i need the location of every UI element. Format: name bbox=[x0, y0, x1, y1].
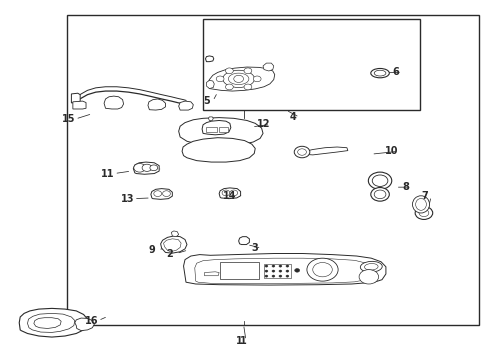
Text: 10: 10 bbox=[384, 146, 398, 156]
Polygon shape bbox=[182, 138, 255, 162]
Ellipse shape bbox=[373, 70, 385, 76]
Text: 16: 16 bbox=[85, 316, 99, 325]
Bar bbox=[264, 264, 290, 278]
Polygon shape bbox=[194, 258, 369, 284]
Circle shape bbox=[297, 149, 306, 155]
Polygon shape bbox=[160, 236, 186, 253]
Circle shape bbox=[271, 270, 274, 272]
Text: 14: 14 bbox=[223, 191, 236, 201]
Polygon shape bbox=[183, 253, 385, 285]
Text: 13: 13 bbox=[121, 194, 134, 204]
Polygon shape bbox=[208, 117, 213, 121]
Bar bbox=[203, 19, 419, 110]
Circle shape bbox=[294, 146, 309, 158]
Bar bbox=[206, 127, 217, 132]
Polygon shape bbox=[178, 101, 193, 110]
Ellipse shape bbox=[360, 261, 382, 272]
Circle shape bbox=[271, 265, 274, 267]
Circle shape bbox=[216, 76, 224, 82]
Circle shape bbox=[278, 275, 281, 277]
Ellipse shape bbox=[364, 264, 377, 270]
Polygon shape bbox=[206, 80, 214, 89]
Polygon shape bbox=[104, 96, 123, 109]
Text: 5: 5 bbox=[203, 96, 209, 106]
Ellipse shape bbox=[223, 70, 254, 87]
Circle shape bbox=[285, 270, 288, 272]
Polygon shape bbox=[148, 99, 165, 110]
Bar bbox=[220, 262, 259, 279]
Circle shape bbox=[154, 191, 161, 197]
Ellipse shape bbox=[370, 68, 388, 78]
Polygon shape bbox=[219, 188, 240, 199]
Circle shape bbox=[294, 269, 299, 272]
Circle shape bbox=[225, 84, 233, 90]
Polygon shape bbox=[163, 239, 181, 252]
Circle shape bbox=[264, 265, 267, 267]
Polygon shape bbox=[207, 67, 274, 91]
Circle shape bbox=[414, 207, 432, 220]
Text: 12: 12 bbox=[257, 120, 270, 129]
Polygon shape bbox=[151, 189, 172, 199]
Text: 7: 7 bbox=[421, 191, 427, 201]
Circle shape bbox=[142, 164, 152, 171]
Polygon shape bbox=[73, 101, 86, 109]
Ellipse shape bbox=[367, 172, 391, 189]
Circle shape bbox=[358, 270, 378, 284]
Ellipse shape bbox=[415, 198, 426, 210]
Circle shape bbox=[222, 190, 229, 196]
Circle shape bbox=[244, 84, 251, 90]
Text: 9: 9 bbox=[148, 245, 155, 255]
Text: 8: 8 bbox=[401, 182, 408, 192]
Polygon shape bbox=[71, 93, 80, 103]
Ellipse shape bbox=[371, 175, 387, 186]
Text: 1: 1 bbox=[236, 336, 243, 346]
Polygon shape bbox=[133, 162, 159, 174]
Polygon shape bbox=[75, 318, 94, 330]
Text: 2: 2 bbox=[166, 248, 173, 258]
Circle shape bbox=[418, 210, 428, 217]
Circle shape bbox=[229, 190, 237, 196]
Circle shape bbox=[244, 68, 251, 74]
Text: 11: 11 bbox=[101, 168, 115, 179]
Polygon shape bbox=[202, 121, 230, 135]
Circle shape bbox=[306, 258, 337, 281]
Bar bbox=[374, 180, 384, 196]
Circle shape bbox=[285, 275, 288, 277]
Circle shape bbox=[134, 163, 145, 172]
Polygon shape bbox=[302, 147, 347, 155]
Polygon shape bbox=[19, 309, 87, 337]
Text: 6: 6 bbox=[391, 67, 398, 77]
Circle shape bbox=[264, 270, 267, 272]
Circle shape bbox=[150, 165, 158, 171]
Text: 3: 3 bbox=[251, 243, 258, 253]
Circle shape bbox=[253, 76, 261, 82]
Circle shape bbox=[312, 262, 331, 277]
Polygon shape bbox=[263, 63, 273, 71]
Ellipse shape bbox=[370, 188, 388, 201]
Circle shape bbox=[225, 68, 233, 74]
Circle shape bbox=[285, 265, 288, 267]
Text: 1: 1 bbox=[240, 336, 246, 346]
Bar bbox=[66, 15, 478, 325]
Circle shape bbox=[278, 265, 281, 267]
Text: 15: 15 bbox=[62, 114, 76, 124]
Circle shape bbox=[162, 191, 170, 197]
Polygon shape bbox=[34, 318, 61, 328]
Ellipse shape bbox=[412, 196, 428, 213]
Polygon shape bbox=[238, 237, 249, 244]
Circle shape bbox=[271, 275, 274, 277]
Circle shape bbox=[233, 75, 243, 82]
Polygon shape bbox=[205, 56, 213, 62]
Polygon shape bbox=[171, 231, 178, 237]
Polygon shape bbox=[204, 272, 219, 276]
Ellipse shape bbox=[373, 190, 385, 199]
Polygon shape bbox=[178, 118, 263, 145]
Bar bbox=[219, 127, 227, 132]
Text: 4: 4 bbox=[289, 112, 296, 122]
Circle shape bbox=[264, 275, 267, 277]
Ellipse shape bbox=[228, 73, 248, 85]
Polygon shape bbox=[27, 314, 75, 332]
Circle shape bbox=[278, 270, 281, 272]
